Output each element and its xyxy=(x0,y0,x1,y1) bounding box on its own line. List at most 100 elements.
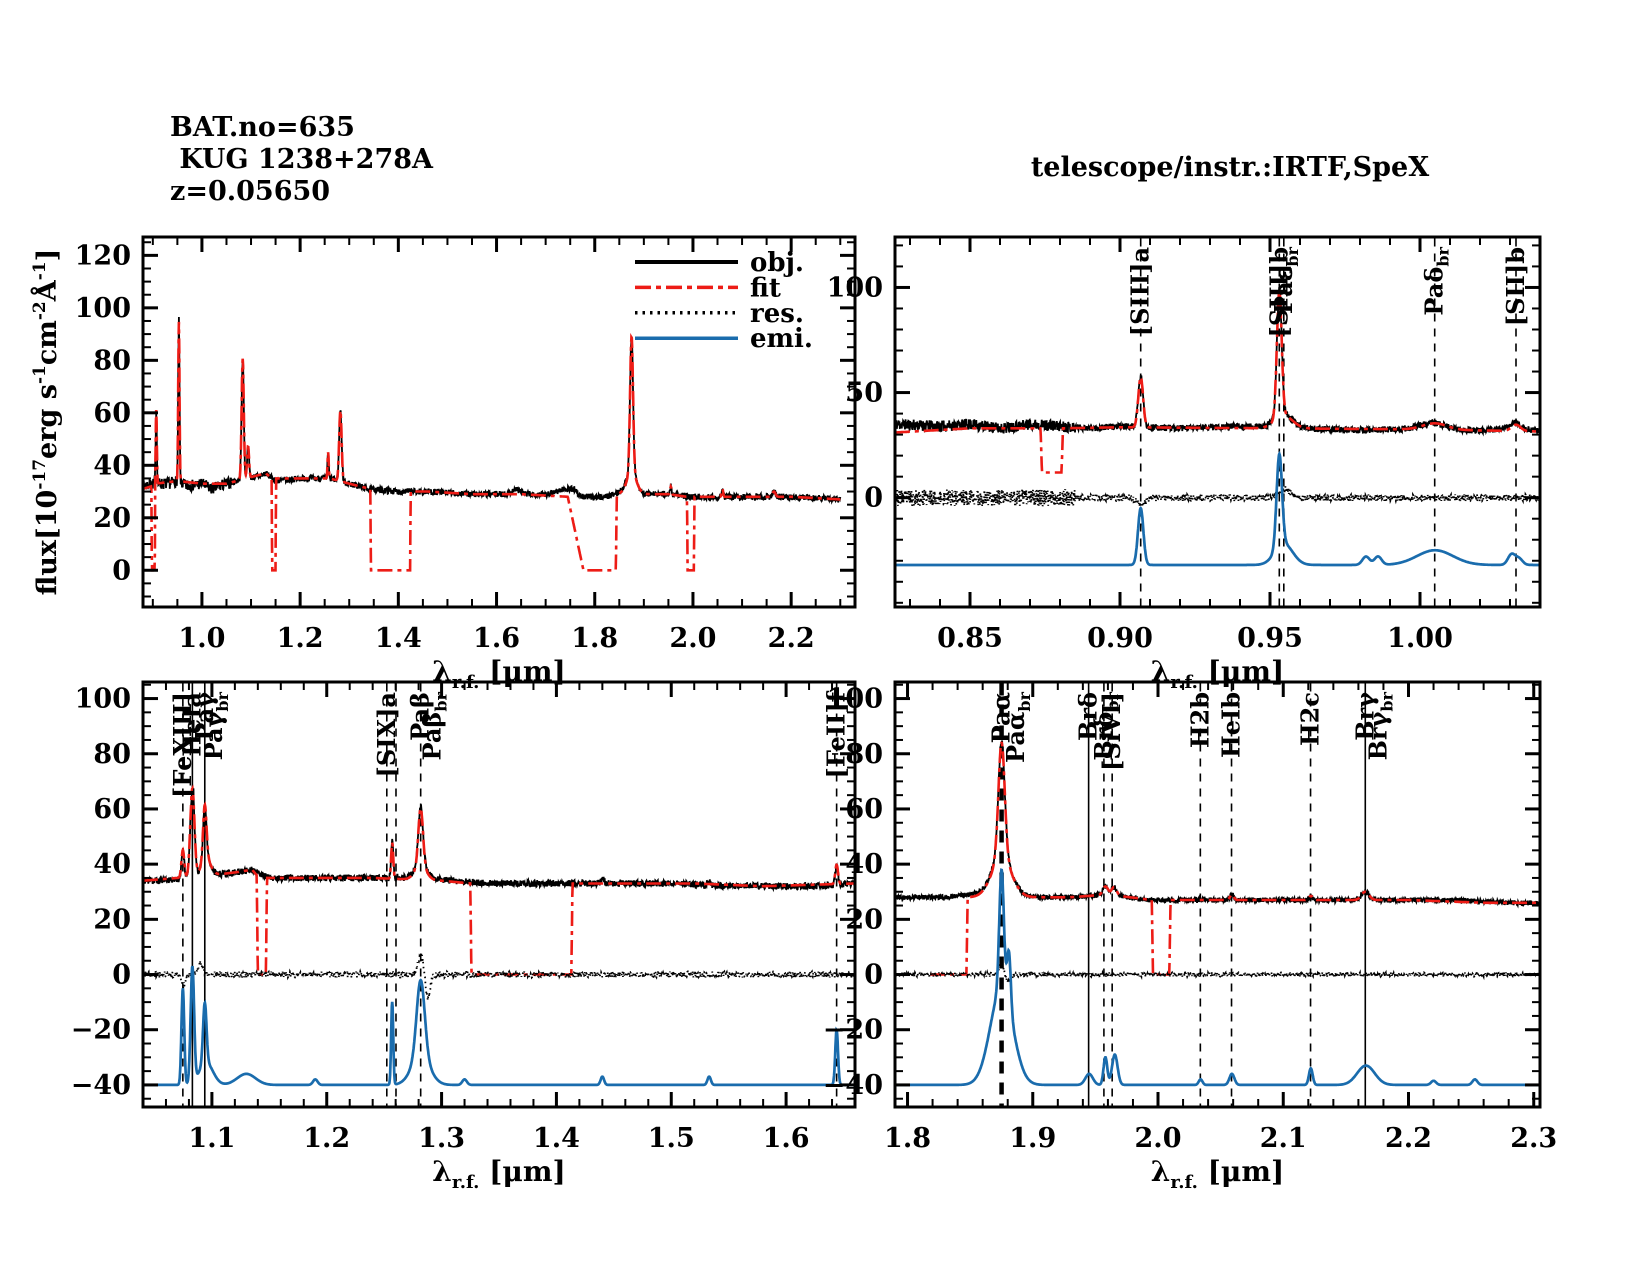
x-tick-label: 2.3 xyxy=(1510,1123,1557,1154)
y-tick-label: 100 xyxy=(75,684,131,715)
y-tick-label: 60 xyxy=(845,794,883,825)
y-axis-label: flux[10-17​erg s-1​cm-2​Å-1​] xyxy=(29,249,63,596)
panel-frame xyxy=(893,235,1542,609)
y-tick-label: 0 xyxy=(112,555,131,586)
line-markers xyxy=(182,683,838,1106)
x-tick-label: 1.2 xyxy=(277,623,324,654)
series-fit xyxy=(143,321,841,572)
y-tick-label: −40 xyxy=(71,1070,131,1101)
x-axis-label: λr.f.​ [μm] xyxy=(432,1155,565,1193)
y-tick-label: 50 xyxy=(845,378,883,409)
series-emi xyxy=(895,450,1540,567)
emission-line-label: [SiVI] xyxy=(1097,692,1126,771)
x-tick-label: 1.2 xyxy=(303,1123,350,1154)
emission-line-label: Paβ xyxy=(406,692,435,741)
y-tick-label: 20 xyxy=(845,904,883,935)
x-tick-label: 2.0 xyxy=(669,623,716,654)
x-tick-label: 0.85 xyxy=(937,623,1003,654)
legend-label-fit: fit xyxy=(750,273,781,303)
redshift: z=0.05650 xyxy=(170,176,331,207)
x-tick-label: 1.8 xyxy=(571,623,618,654)
line-markers xyxy=(1139,238,1517,606)
series-obj xyxy=(143,316,842,505)
x-tick-label: 1.5 xyxy=(648,1123,695,1154)
emission-line-label: HeIa xyxy=(177,692,206,757)
emission-line-label: Paδbr xyxy=(1420,246,1453,315)
y-tick-label: 100 xyxy=(827,272,883,303)
y-tick-label: −20 xyxy=(71,1015,131,1046)
emission-line-label: Paαbr xyxy=(1001,691,1034,763)
y-tick-label: 100 xyxy=(827,684,883,715)
series-group xyxy=(895,740,1540,1087)
x-tick-label: 1.9 xyxy=(1009,1123,1056,1154)
x-tick-label: 1.1 xyxy=(188,1123,235,1154)
panel-top-left: 1.0 1.2 1.4 1.6 1.8 2.0 2.2 0 20 40 60 80 100 120 λr.f… xyxy=(29,235,857,693)
emission-line-label: H2c xyxy=(1296,692,1325,746)
y-tick-label: 80 xyxy=(845,739,883,770)
series-group xyxy=(143,316,842,572)
legend-label-res: res. xyxy=(750,299,804,329)
emission-line-label: Paγ xyxy=(190,692,219,741)
panel-frame xyxy=(141,235,857,609)
emission-line-label: HeIb xyxy=(1217,692,1246,758)
x-tick-label: 1.00 xyxy=(1387,623,1453,654)
emission-line-label: [SII]b xyxy=(1501,247,1530,326)
axis-ticks xyxy=(143,237,855,607)
y-tick-label: 60 xyxy=(93,398,131,429)
series-obj xyxy=(895,740,1540,909)
x-tick-label: 1.4 xyxy=(375,623,422,654)
bat-number: BAT.no=635 xyxy=(170,112,355,143)
telescope-instrument: telescope/instr.:IRTF,SpeX xyxy=(1030,152,1430,183)
axis-ticks xyxy=(895,682,1540,1107)
y-tick-label: 80 xyxy=(93,345,131,376)
series-obj xyxy=(143,788,855,893)
x-tick-label: 1.6 xyxy=(473,623,520,654)
emission-line-label: [SIII]a xyxy=(1126,247,1155,336)
series-group xyxy=(895,287,1540,567)
y-tick-label: −20 xyxy=(823,1015,883,1046)
x-tick-label: 1.8 xyxy=(884,1123,931,1154)
emission-line-label: Brδ xyxy=(1074,692,1103,741)
x-tick-label: 1.3 xyxy=(418,1123,465,1154)
emission-line-label: H2b xyxy=(1185,692,1214,748)
panel-bottom-right: 1.8 1.9 2.0 2.1 2.2 2.3 −40 −20 0 20 40 60 80 100 λr.f… xyxy=(823,680,1557,1193)
axis-ticks xyxy=(895,237,1540,607)
legend-label-emi: emi. xyxy=(750,324,813,354)
emission-line-label: Paα xyxy=(987,692,1016,743)
x-tick-label: 2.2 xyxy=(768,623,815,654)
series-res xyxy=(895,485,1540,510)
x-tick-label: 1.4 xyxy=(533,1123,580,1154)
series-group xyxy=(143,784,855,1087)
x-axis-label: λr.f.​ [μm] xyxy=(1151,655,1284,693)
panel-frame xyxy=(893,680,1542,1109)
y-tick-label: 40 xyxy=(845,849,883,880)
x-tick-label: 2.0 xyxy=(1135,1123,1182,1154)
legend-label-obj: obj. xyxy=(750,248,804,278)
y-tick-label: 0 xyxy=(864,960,883,991)
series-res xyxy=(895,961,1540,986)
y-tick-label: 40 xyxy=(93,450,131,481)
series-fit xyxy=(143,784,855,976)
y-tick-label: 0 xyxy=(112,960,131,991)
x-axis-label: λr.f.​ [μm] xyxy=(1151,1155,1284,1193)
emission-line-label: [SIX]a xyxy=(372,692,401,777)
emission-line-label: Brγbr xyxy=(1363,691,1396,760)
panel-frame xyxy=(141,680,857,1109)
y-tick-label: −40 xyxy=(823,1070,883,1101)
x-tick-label: 2.2 xyxy=(1385,1123,1432,1154)
emission-line-label: Paβbr xyxy=(417,691,450,760)
x-tick-label: 1.0 xyxy=(178,623,225,654)
y-tick-label: 0 xyxy=(864,483,883,514)
y-tick-label: 120 xyxy=(75,240,131,271)
emission-line-label: [FeII]f xyxy=(822,690,851,778)
series-res xyxy=(143,950,855,1001)
y-tick-label: 60 xyxy=(93,794,131,825)
emission-line-label: Brγ xyxy=(1350,692,1379,741)
y-tick-label: 100 xyxy=(75,293,131,324)
y-tick-label: 20 xyxy=(93,904,131,935)
emission-line-label: Paγbr xyxy=(199,691,232,760)
x-axis-label: λr.f.​ [μm] xyxy=(432,655,565,693)
